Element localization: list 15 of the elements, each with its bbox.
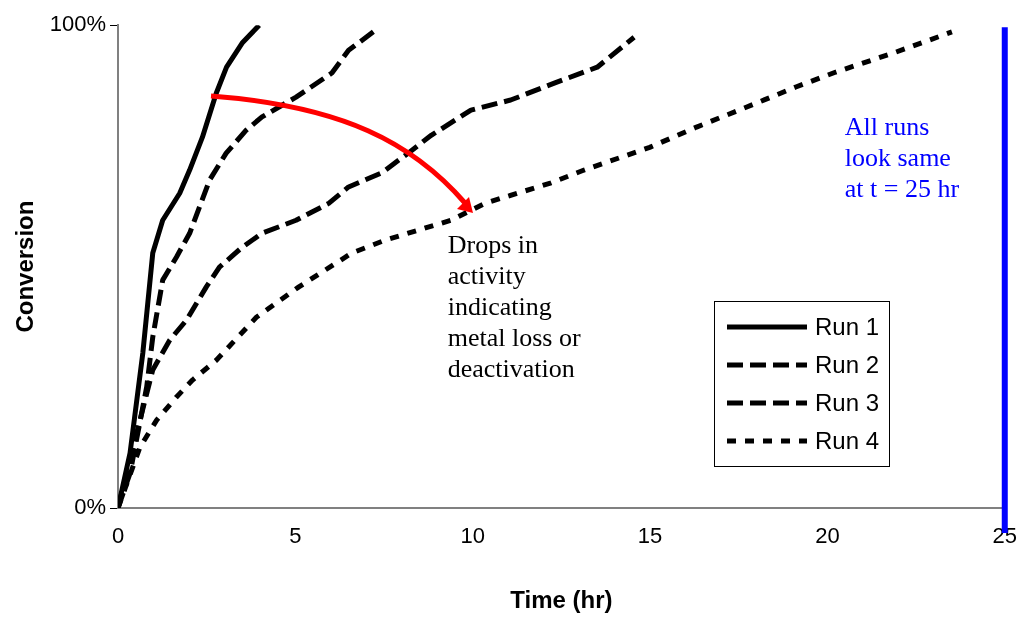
- legend-label: Run 3: [815, 389, 880, 417]
- legend-label: Run 4: [815, 427, 880, 455]
- annotation: Drops in activity indicating metal loss or deactivation: [447, 230, 581, 384]
- legend-label: Run 2: [815, 351, 880, 379]
- x-axis-title: Time (hr): [510, 586, 613, 614]
- x-tick-label: 15: [637, 523, 663, 549]
- y-axis-title: Conversion: [11, 200, 39, 333]
- y-tick-label: 0%: [74, 494, 106, 520]
- x-tick-label: 5: [289, 523, 302, 549]
- x-tick-label: 20: [815, 523, 840, 549]
- ref-line-label: All runs look same at t = 25 hr: [844, 112, 960, 204]
- x-tick-label: 0: [111, 523, 125, 549]
- legend-label: Run 1: [815, 313, 880, 341]
- x-tick-label: 10: [460, 523, 485, 549]
- y-tick-label: 100%: [49, 11, 106, 37]
